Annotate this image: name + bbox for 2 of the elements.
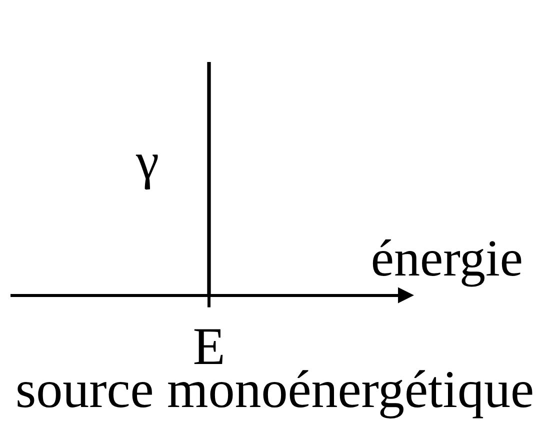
- series-label: γ: [135, 134, 159, 191]
- x-axis-title: énergie: [370, 230, 523, 288]
